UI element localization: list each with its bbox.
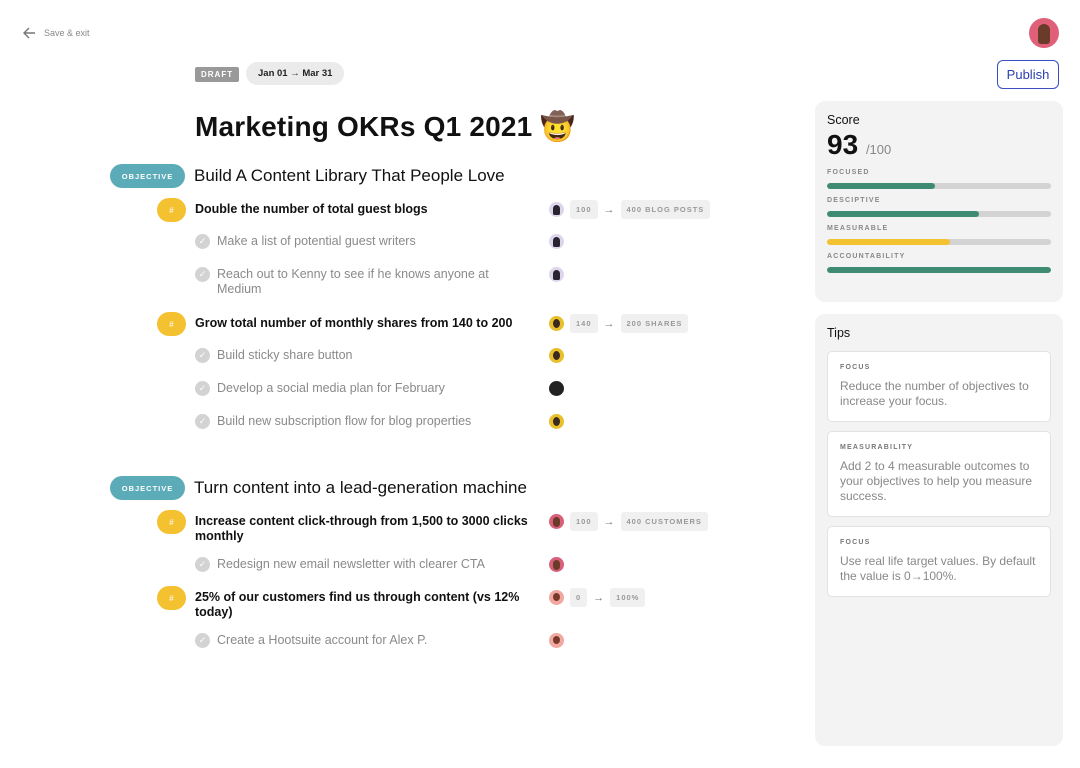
tip-title: FOCUS (840, 539, 871, 546)
task-label: Make a list of potential guest writers (217, 234, 416, 248)
objective-badge: OBJECTIVE (110, 476, 185, 500)
tips-heading: Tips (827, 326, 851, 340)
score-bar-label: MEASURABLE (827, 225, 889, 232)
start-value[interactable]: 0 (570, 588, 588, 607)
save-exit-label: Save & exit (44, 28, 90, 38)
task-label: Develop a social media plan for February (217, 381, 445, 395)
check-icon[interactable]: ✓ (195, 414, 210, 429)
owner-avatar[interactable] (549, 202, 564, 217)
assignee-avatar[interactable] (549, 633, 564, 648)
key-result-metric: 140 → 200 SHARES (570, 314, 689, 333)
assignee-avatar[interactable] (549, 557, 564, 572)
task-label: Create a Hootsuite account for Alex P. (217, 633, 428, 647)
arrow-right-icon: → (593, 591, 605, 604)
key-result-metric: 100 → 400 BLOG POSTS (570, 200, 711, 219)
task-item[interactable]: ✓ Build new subscription flow for blog pr… (195, 414, 525, 429)
key-result-metric: 100 → 400 CUSTOMERS (570, 512, 708, 531)
score-number: 93 (827, 129, 859, 160)
tip-title: MEASURABILITY (840, 444, 914, 451)
objective-title[interactable]: Build A Content Library That People Love (194, 166, 505, 185)
task-item[interactable]: ✓ Make a list of potential guest writers (195, 234, 525, 249)
target-value[interactable]: 200 SHARES (620, 314, 689, 333)
assignee-avatar[interactable] (549, 234, 564, 249)
save-exit-button[interactable]: Save & exit (22, 26, 90, 40)
check-icon[interactable]: ✓ (195, 267, 210, 282)
task-item[interactable]: ✓ Redesign new email newsletter with clea… (195, 557, 525, 572)
assignee-avatar[interactable] (549, 414, 564, 429)
score-bar (827, 183, 1051, 189)
start-value[interactable]: 140 (570, 314, 598, 333)
arrow-left-icon (23, 27, 35, 39)
score-bar (827, 239, 1051, 245)
score-panel: Score 93 /100 FOCUSED DESCIPTIVE MEASURABL… (815, 101, 1063, 302)
start-value[interactable]: 100 (570, 200, 598, 219)
task-item[interactable]: ✓ Develop a social media plan for Februar… (195, 381, 525, 396)
check-icon[interactable]: ✓ (195, 633, 210, 648)
date-range-button[interactable]: Jan 01 → Mar 31 (246, 62, 345, 85)
check-icon[interactable]: ✓ (195, 234, 210, 249)
key-result-title[interactable]: Double the number of total guest blogs (195, 202, 428, 216)
score-bar-fill (827, 267, 1051, 273)
task-label: Build sticky share button (217, 348, 353, 362)
objective-badge: OBJECTIVE (110, 164, 185, 188)
key-result-title[interactable]: Increase content click-through from 1,50… (195, 514, 528, 543)
key-result-badge: # (157, 198, 186, 222)
tip-body: Add 2 to 4 measurable outcomes to your o… (840, 459, 1033, 503)
assignee-avatar[interactable] (549, 267, 564, 282)
check-icon[interactable]: ✓ (195, 381, 210, 396)
score-bar (827, 267, 1051, 273)
score-bar-fill (827, 211, 980, 217)
score-value: 93 /100 (827, 129, 1051, 161)
tip-card: FOCUS Reduce the number of objectives to … (827, 351, 1051, 422)
score-bar-label: FOCUSED (827, 169, 870, 176)
tip-card: MEASURABILITY Add 2 to 4 measurable outco… (827, 431, 1051, 517)
key-result-title[interactable]: 25% of our customers find us through con… (195, 590, 520, 619)
arrow-right-icon: → (603, 203, 615, 216)
score-bar-fill (827, 239, 951, 245)
owner-avatar[interactable] (549, 316, 564, 331)
task-label: Build new subscription flow for blog pro… (217, 414, 472, 428)
check-icon[interactable]: ✓ (195, 348, 210, 363)
task-item[interactable]: ✓ Reach out to Kenny to see if he knows a… (195, 267, 525, 297)
target-value[interactable]: 400 BLOG POSTS (620, 200, 711, 219)
arrow-right-icon: → (603, 317, 615, 330)
tip-card: FOCUS Use real life target values. By def… (827, 526, 1051, 597)
tip-body: Reduce the number of objectives to incre… (840, 379, 1029, 408)
target-value[interactable]: 100% (610, 588, 646, 607)
arrow-right-icon: → (603, 515, 615, 528)
task-item[interactable]: ✓ Create a Hootsuite account for Alex P. (195, 633, 525, 648)
key-result-metric: 0 → 100% (570, 588, 646, 607)
tip-body: Use real life target values. By default … (840, 554, 1036, 583)
score-bar-label: DESCIPTIVE (827, 197, 881, 204)
status-badge: DRAFT (195, 67, 240, 82)
objective-title[interactable]: Turn content into a lead-generation mach… (194, 478, 527, 497)
key-result-badge: # (157, 586, 186, 610)
key-result-title[interactable]: Grow total number of monthly shares from… (195, 316, 513, 330)
task-item[interactable]: ✓ Build sticky share button (195, 348, 525, 363)
owner-avatar[interactable] (549, 514, 564, 529)
score-heading: Score (827, 113, 860, 127)
check-icon[interactable]: ✓ (195, 557, 210, 572)
assignee-avatar[interactable] (549, 348, 564, 363)
key-result-badge: # (157, 312, 186, 336)
task-label: Redesign new email newsletter with clear… (217, 557, 485, 571)
target-value[interactable]: 400 CUSTOMERS (620, 512, 708, 531)
publish-button[interactable]: Publish (997, 60, 1059, 89)
tip-title: FOCUS (840, 364, 871, 371)
key-result-badge: # (157, 510, 186, 534)
owner-avatar[interactable] (549, 590, 564, 605)
user-avatar[interactable] (1029, 18, 1059, 48)
task-label: Reach out to Kenny to see if he knows an… (217, 267, 489, 296)
score-max: /100 (865, 142, 892, 157)
score-bar (827, 211, 1051, 217)
assignee-avatar[interactable] (549, 381, 564, 396)
tips-panel: Tips FOCUS Reduce the number of objective… (815, 314, 1063, 746)
page-title: Marketing OKRs Q1 2021 🤠 (195, 111, 576, 142)
start-value[interactable]: 100 (570, 512, 598, 531)
score-bar-fill (827, 183, 935, 189)
score-bar-label: ACCOUNTABILITY (827, 253, 906, 260)
